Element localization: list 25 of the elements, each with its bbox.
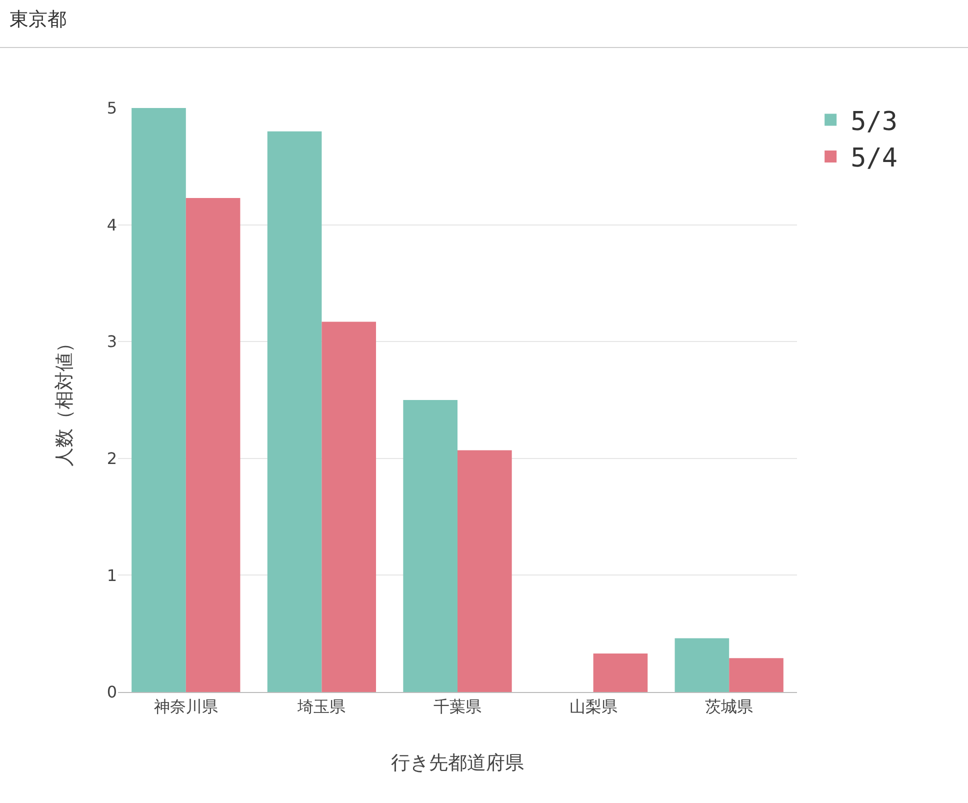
y-tick-label: 5	[106, 98, 117, 118]
x-tick-label: 神奈川県	[154, 697, 218, 716]
x-tick-label: 埼玉県	[296, 697, 346, 716]
y-tick-label: 2	[106, 449, 117, 468]
bar	[132, 108, 186, 692]
bar	[674, 638, 730, 692]
chart-title: 東京都	[10, 8, 67, 30]
legend-label: 5/4	[850, 144, 898, 174]
bar	[267, 131, 322, 692]
x-tick-label: 山梨県	[569, 697, 618, 716]
x-axis-title: 行き先都道府県	[391, 752, 524, 774]
bar	[403, 400, 458, 692]
y-axis-title: 人数（相対値）	[54, 334, 76, 466]
bar	[729, 658, 784, 692]
bar	[322, 322, 376, 692]
bar	[458, 450, 512, 692]
y-tick-label: 4	[106, 215, 117, 234]
bar	[186, 198, 240, 692]
y-tick-label: 3	[106, 332, 117, 352]
x-tick-label: 茨城県	[705, 697, 754, 716]
bar	[593, 653, 648, 692]
y-tick-label: 0	[106, 682, 117, 702]
y-tick-label: 1	[106, 566, 117, 585]
legend-label: 5/3	[850, 106, 898, 137]
x-tick-label: 千葉県	[434, 697, 482, 716]
